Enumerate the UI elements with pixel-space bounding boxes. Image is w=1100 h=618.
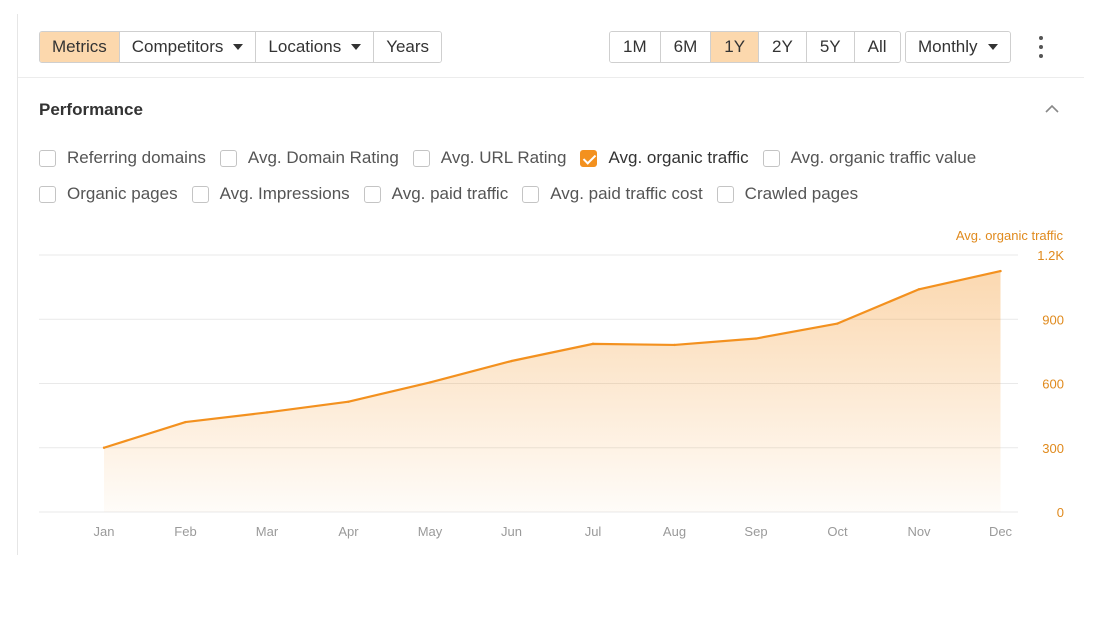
metric-referring-domains-checkbox[interactable]: Referring domains — [39, 148, 206, 168]
x-tick-label: Nov — [907, 524, 931, 539]
metric-organic-pages-checkbox[interactable]: Organic pages — [39, 184, 178, 204]
range-1m-button[interactable]: 1M — [610, 32, 661, 62]
metrics-checkbox-row-2: Organic pages Avg. Impressions Avg. paid t… — [39, 183, 872, 205]
metric-label: Referring domains — [67, 148, 206, 167]
metric-crawled-pages-checkbox[interactable]: Crawled pages — [716, 184, 859, 204]
y-tick-label: 1.2K — [1037, 248, 1064, 263]
more-options-icon[interactable] — [1034, 36, 1048, 58]
range-2y-button[interactable]: 2Y — [759, 32, 807, 62]
x-tick-label: Jan — [94, 524, 115, 539]
competitors-button[interactable]: Competitors — [119, 32, 257, 62]
view-switcher: Metrics Competitors Locations Years — [39, 31, 443, 63]
x-tick-label: Jul — [585, 524, 602, 539]
chevron-down-icon — [233, 44, 244, 50]
years-button[interactable]: Years — [374, 32, 442, 62]
y-tick-label: 900 — [1042, 312, 1064, 327]
competitors-label: Competitors — [131, 37, 224, 56]
data-point — [347, 400, 350, 403]
metric-avg-organic-traffic-value-checkbox[interactable]: Avg. organic traffic value — [762, 148, 977, 168]
data-point — [428, 381, 432, 384]
performance-panel: Metrics Competitors Locations Years 1M 6M 1Y 2… — [17, 14, 1084, 555]
metric-label: Crawled pages — [744, 184, 859, 203]
metrics-checkbox-row-1: Referring domains Avg. Domain Rating Avg. … — [39, 147, 990, 169]
section-title: Performance — [39, 100, 143, 119]
y-tick-label: 600 — [1042, 377, 1064, 392]
traffic-chart: 0 300 600 900 1.2K Jan Feb Mar Apr May Jun Jul Aug Se… — [39, 248, 1064, 539]
metric-label: Avg. Impressions — [219, 184, 350, 203]
data-point — [265, 411, 269, 414]
series-area — [104, 271, 1001, 512]
series-label: Avg. organic traffic — [955, 228, 1063, 243]
data-point — [184, 420, 187, 424]
data-point — [999, 269, 1002, 273]
range-5y-button[interactable]: 5Y — [806, 32, 855, 62]
metric-label: Avg. organic traffic value — [790, 148, 977, 167]
checkbox-empty-icon[interactable] — [191, 185, 209, 203]
checkbox-empty-icon[interactable] — [762, 149, 780, 167]
range-all-button[interactable]: All — [854, 32, 900, 62]
checkbox-empty-icon[interactable] — [39, 185, 56, 203]
metric-label: Organic pages — [67, 184, 178, 203]
interval-value: Monthly — [918, 37, 978, 56]
metric-avg-url-rating-checkbox[interactable]: Avg. URL Rating — [412, 148, 567, 168]
x-tick-label: Mar — [256, 524, 279, 539]
x-tick-label: Feb — [174, 524, 196, 539]
metric-avg-paid-traffic-cost-checkbox[interactable]: Avg. paid traffic cost — [522, 184, 703, 204]
locations-button[interactable]: Locations — [256, 32, 375, 62]
y-tick-label: 0 — [1057, 505, 1064, 520]
x-tick-label: Jun — [501, 524, 522, 539]
data-point — [836, 322, 839, 325]
years-label: Years — [386, 37, 430, 56]
chevron-down-icon — [351, 44, 362, 50]
x-tick-label: Dec — [989, 524, 1013, 539]
metric-label: Avg. URL Rating — [440, 148, 567, 167]
metric-avg-impressions-checkbox[interactable]: Avg. Impressions — [191, 184, 350, 204]
checkbox-empty-icon[interactable] — [412, 149, 430, 167]
checkbox-empty-icon[interactable] — [39, 149, 56, 167]
y-tick-label: 300 — [1042, 441, 1064, 456]
range-1y-button[interactable]: 1Y — [711, 32, 760, 62]
range-selector: 1M 6M 1Y 2Y 5Y All — [609, 31, 901, 63]
checkbox-empty-icon[interactable] — [522, 185, 540, 203]
chevron-up-icon[interactable] — [1044, 102, 1060, 116]
data-point — [673, 343, 676, 347]
data-point — [917, 288, 921, 291]
metric-label: Avg. organic traffic — [608, 148, 749, 167]
interval-dropdown[interactable]: Monthly — [906, 32, 1010, 62]
x-tick-label: Sep — [744, 524, 767, 539]
metric-avg-organic-traffic-checkbox[interactable]: Avg. organic traffic — [580, 148, 749, 168]
data-point — [102, 446, 106, 449]
locations-label: Locations — [268, 37, 342, 56]
interval-select[interactable]: Monthly — [905, 31, 1011, 63]
x-tick-label: May — [418, 524, 443, 539]
chevron-down-icon — [987, 44, 998, 50]
x-tick-label: Apr — [338, 524, 359, 539]
range-6m-button[interactable]: 6M — [660, 32, 712, 62]
toolbar: Metrics Competitors Locations Years 1M 6M 1Y 2… — [18, 14, 1084, 78]
metric-avg-domain-rating-checkbox[interactable]: Avg. Domain Rating — [219, 148, 399, 168]
metric-avg-paid-traffic-checkbox[interactable]: Avg. paid traffic — [363, 184, 509, 204]
metrics-label: Metrics — [52, 37, 107, 56]
x-tick-label: Aug — [663, 524, 686, 539]
x-tick-label: Oct — [827, 524, 848, 539]
checkbox-empty-icon[interactable] — [363, 185, 381, 203]
checkbox-empty-icon[interactable] — [219, 149, 237, 167]
metrics-button[interactable]: Metrics — [40, 32, 120, 62]
metric-label: Avg. Domain Rating — [247, 148, 399, 167]
data-point — [754, 337, 758, 340]
checkbox-empty-icon[interactable] — [716, 185, 734, 203]
metric-label: Avg. paid traffic — [391, 184, 509, 203]
metric-label: Avg. paid traffic cost — [550, 184, 703, 203]
data-point — [591, 342, 595, 346]
data-point — [510, 359, 513, 363]
series-line — [103, 269, 1001, 449]
checkbox-checked-icon[interactable] — [580, 149, 598, 167]
